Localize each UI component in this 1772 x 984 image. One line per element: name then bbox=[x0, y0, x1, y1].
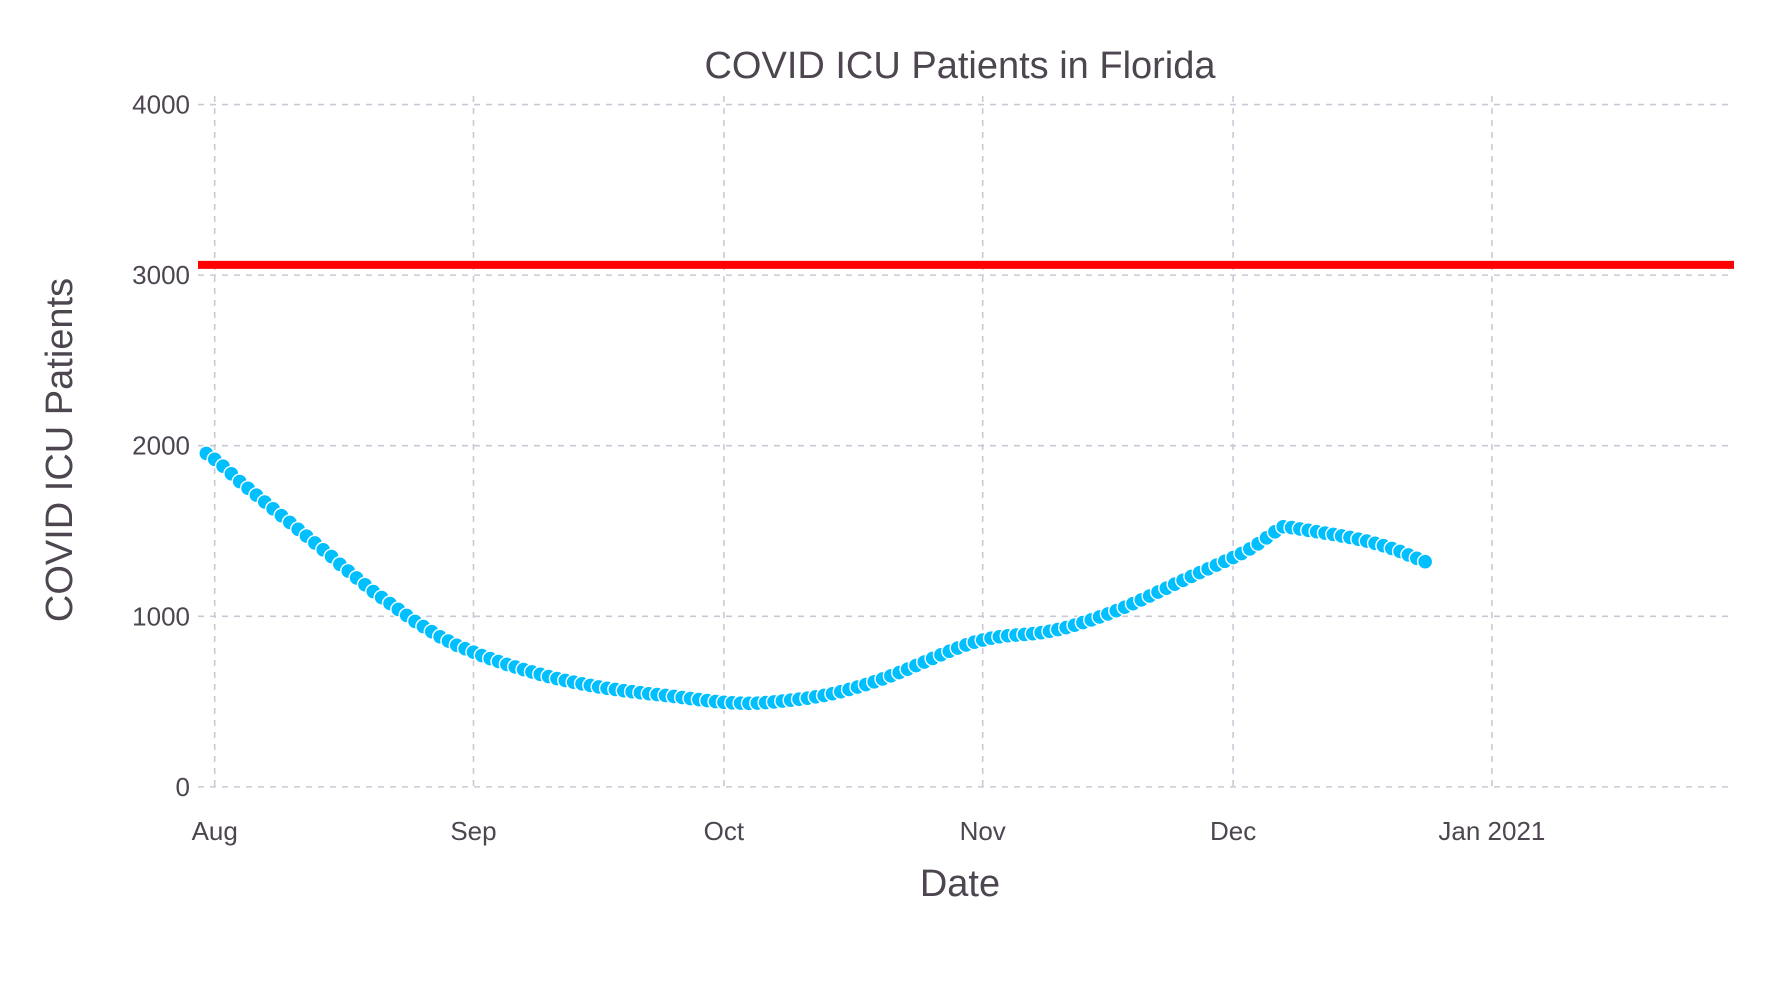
y-tick-label: 3000 bbox=[132, 260, 190, 290]
data-point bbox=[1416, 553, 1434, 570]
x-tick-label: Jan 2021 bbox=[1438, 816, 1545, 846]
y-tick-label: 1000 bbox=[132, 601, 190, 631]
data-points bbox=[198, 445, 1434, 712]
y-tick-label: 2000 bbox=[132, 431, 190, 461]
x-tick-label: Nov bbox=[960, 816, 1006, 846]
x-tick-label: Dec bbox=[1210, 816, 1256, 846]
x-tick-label: Sep bbox=[450, 816, 496, 846]
grid bbox=[198, 96, 1734, 792]
x-axis-title: Date bbox=[920, 863, 1000, 905]
x-tick-label: Aug bbox=[192, 816, 238, 846]
y-axis-title: COVID ICU Patients bbox=[39, 278, 81, 622]
chart-title: COVID ICU Patients in Florida bbox=[704, 45, 1216, 87]
axes: Aug Sep Oct Nov Dec Jan 2021 0 1000 2000 3000 4000 bbox=[132, 90, 1545, 846]
x-tick-label: Oct bbox=[704, 816, 745, 846]
y-tick-label: 4000 bbox=[132, 90, 190, 120]
y-tick-label: 0 bbox=[176, 772, 190, 802]
